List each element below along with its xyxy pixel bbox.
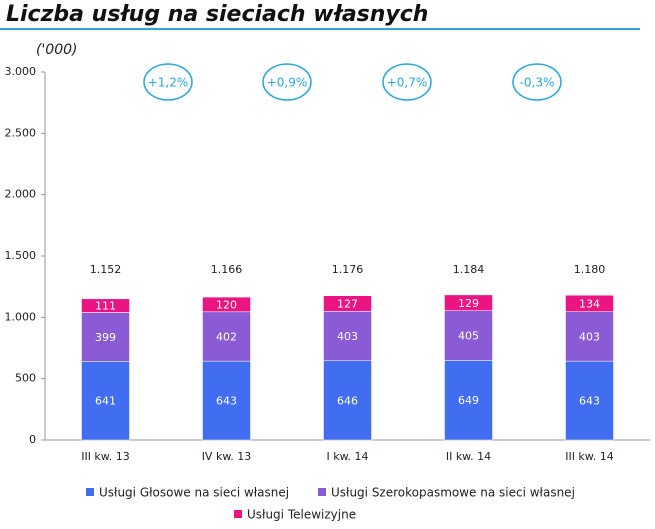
x-tick-label: III kw. 13 [81,450,130,463]
legend-swatch [86,488,94,496]
segment-label: 129 [458,297,479,310]
segment-label: 403 [337,330,358,343]
bar-segment [81,298,130,313]
bar-segment [565,360,614,441]
bar-segment [565,311,614,362]
segment-label: 641 [95,395,116,408]
x-tick-label: I kw. 14 [326,450,368,463]
x-tick-label: II kw. 14 [446,450,491,463]
segment-label: 649 [458,394,479,407]
growth-oval [382,63,432,101]
segment-label: 134 [579,297,600,310]
total-label: 1.166 [211,263,243,276]
y-tick-label: 1.000 [5,310,37,323]
bar-segment [323,295,372,312]
x-tick-label: III kw. 14 [565,450,614,463]
bar-segment [202,296,251,313]
growth-oval [512,63,562,101]
growth-label: -0,3% [520,76,555,90]
bar-segment [323,360,372,441]
bar-segment [202,360,251,441]
bar-segment [444,360,493,441]
y-tick-label: 1.500 [5,249,37,262]
legend-label: Usługi Szerokopasmowe na sieci własnej [331,486,575,500]
y-tick-label: 2.000 [5,188,37,201]
x-tick-label: IV kw. 13 [202,450,252,463]
y-tick-label: 0 [29,433,36,446]
y-tick-label: 3.000 [5,65,37,78]
segment-label: 403 [579,330,600,343]
unit-label: ('000) [36,42,78,58]
total-label: 1.180 [574,263,606,276]
bar-segment [202,311,251,362]
segment-label: 120 [216,298,237,311]
segment-label: 643 [579,395,600,408]
segment-label: 399 [95,331,116,344]
total-label: 1.176 [332,263,364,276]
growth-oval [143,63,193,101]
growth-label: +0,7% [387,76,428,90]
bar-segment [565,295,614,312]
segment-label: 402 [216,330,237,343]
bar-segment [444,310,493,361]
segment-label: 643 [216,395,237,408]
total-label: 1.184 [453,263,485,276]
segment-label: 111 [95,300,116,313]
total-label: 1.152 [90,263,122,276]
legend-swatch [234,510,242,518]
segment-label: 646 [337,394,358,407]
bar-segment [323,311,372,362]
growth-oval [262,63,312,101]
legend-label: Usługi Telewizyjne [247,508,356,522]
segment-label: 405 [458,330,479,343]
bar-segment [444,294,493,311]
growth-label: +1,2% [148,76,189,90]
y-tick-label: 2.500 [5,126,37,139]
legend-label: Usługi Głosowe na sieci własnej [99,486,289,500]
segment-label: 127 [337,298,358,311]
bar-segment [81,312,130,362]
growth-label: +0,9% [267,76,308,90]
chart-title: Liczba usług na sieciach własnych [6,2,428,27]
y-tick-label: 500 [15,372,36,385]
legend-swatch [318,488,326,496]
